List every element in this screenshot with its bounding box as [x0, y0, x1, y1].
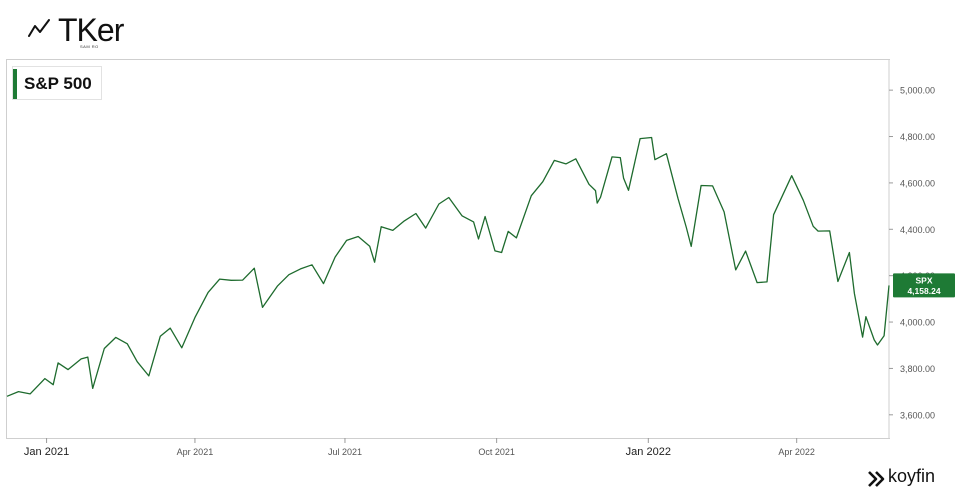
last-value-badge: [893, 273, 955, 298]
trend-line-icon: [28, 19, 50, 37]
y-tick-label: 4,600.00: [900, 178, 935, 188]
x-tick-label: Oct 2021: [478, 447, 515, 457]
y-tick-label: 4,000.00: [900, 318, 935, 328]
x-tick-label: Jul 2021: [328, 447, 362, 457]
koyfin-logo: koyfin: [866, 466, 946, 490]
x-tick-label: Apr 2021: [177, 447, 214, 457]
series-line-spx: [6, 136, 890, 397]
y-tick-label: 5,000.00: [900, 86, 935, 96]
chart-frame: [6, 59, 890, 439]
x-tick-label: Jan 2021: [24, 446, 69, 458]
legend-color-bar: [13, 69, 17, 99]
brand-logo: TKer SAM RO: [28, 12, 138, 50]
chart-title: S&P 500: [24, 74, 92, 93]
koyfin-k-icon: [868, 471, 885, 487]
x-tick-label: Jan 2022: [626, 446, 671, 458]
y-tick-label: 3,800.00: [900, 364, 935, 374]
brand-subtitle: SAM RO: [80, 44, 99, 49]
y-tick-label: 3,600.00: [900, 410, 935, 420]
legend-box: S&P 500: [12, 66, 102, 100]
y-tick-label: 4,800.00: [900, 132, 935, 142]
y-tick-label: 4,400.00: [900, 225, 935, 235]
brand-name: TKer: [58, 12, 124, 48]
koyfin-wordmark: koyfin: [888, 466, 936, 486]
last-value-text: 4,158.24: [907, 286, 940, 296]
last-value-series-label: SPX: [915, 275, 932, 285]
x-tick-label: Apr 2022: [778, 447, 815, 457]
